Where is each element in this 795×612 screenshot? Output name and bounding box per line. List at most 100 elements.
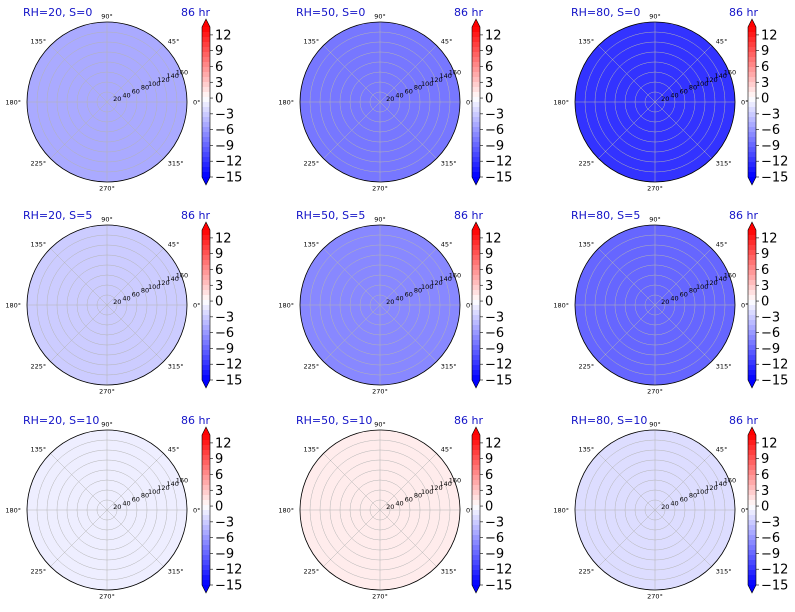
panel-time-label: 86 hr xyxy=(729,6,758,19)
colorbar-segment xyxy=(748,375,756,381)
colorbar-segment xyxy=(472,350,480,356)
colorbar-segment xyxy=(748,555,756,561)
colorbar-tick-label: −3 xyxy=(485,310,504,325)
radial-tick-label: 140 xyxy=(714,480,726,488)
colorbar-tick-label: 3 xyxy=(761,484,769,499)
colorbar-segment xyxy=(748,127,756,133)
colorbar-segment xyxy=(472,77,480,83)
angle-tick-label: 315° xyxy=(168,159,184,167)
radial-tick-label: 40 xyxy=(670,294,678,302)
colorbar-segment xyxy=(472,375,480,381)
angular-gridline xyxy=(50,101,108,159)
colorbar-segment xyxy=(202,240,210,246)
colorbar-segment xyxy=(748,540,756,546)
colorbar-segment xyxy=(472,315,480,321)
colorbar-segment xyxy=(472,505,480,511)
radial-tick-label: 60 xyxy=(132,291,140,299)
colorbar-extend-top xyxy=(472,19,480,27)
colorbar-segment xyxy=(748,455,756,461)
colorbar-segment xyxy=(748,32,756,38)
angle-tick-label: 315° xyxy=(441,567,457,575)
colorbar-tick-label: 9 xyxy=(485,247,493,262)
colorbar-segment xyxy=(202,152,210,158)
radial-tick-label: 160 xyxy=(176,271,188,279)
colorbar-tick-label: 3 xyxy=(215,279,223,294)
colorbar-tick-label: 3 xyxy=(761,76,769,91)
colorbar-segment xyxy=(748,435,756,441)
colorbar-segment xyxy=(202,360,210,366)
colorbar-segment xyxy=(748,355,756,361)
polar-boundary xyxy=(574,21,736,183)
angular-gridline xyxy=(323,304,381,362)
colorbar-segment xyxy=(202,265,210,271)
radial-tick-label: 160 xyxy=(724,476,736,484)
radial-tick-label: 20 xyxy=(386,95,394,103)
colorbar-segment xyxy=(202,285,210,291)
colorbar-tick-label: 12 xyxy=(215,28,232,43)
colorbar-segment xyxy=(472,62,480,68)
angular-gridline xyxy=(50,509,108,567)
angle-tick-label: 90° xyxy=(101,216,113,224)
radial-tick-label: 60 xyxy=(680,496,688,504)
colorbar-segment xyxy=(202,505,210,511)
angle-tick-label: 45° xyxy=(168,241,180,249)
colorbar-segment xyxy=(202,102,210,108)
colorbar-segment xyxy=(748,162,756,168)
angular-gridline xyxy=(654,101,712,159)
angle-tick-label: 315° xyxy=(716,567,732,575)
radial-tick-label: 60 xyxy=(132,88,140,96)
angular-gridline xyxy=(379,304,437,362)
colorbar-segment xyxy=(472,67,480,73)
angle-tick-label: 90° xyxy=(374,13,386,21)
colorbar-segment xyxy=(202,67,210,73)
colorbar-segment xyxy=(202,122,210,128)
colorbar-segment xyxy=(472,270,480,276)
colorbar-segment xyxy=(202,235,210,241)
panel-title: RH=20, S=5 xyxy=(23,209,92,222)
angular-gridline xyxy=(50,453,108,511)
colorbar-segment xyxy=(202,375,210,381)
colorbar-segment xyxy=(472,37,480,43)
colorbar-segment xyxy=(472,137,480,143)
radial-tick-label: 20 xyxy=(661,298,669,306)
radial-tick-label: 20 xyxy=(386,298,394,306)
angular-gridline xyxy=(323,248,381,306)
colorbar-segment xyxy=(748,72,756,78)
colorbar-segment xyxy=(202,77,210,83)
radial-tick-label: 20 xyxy=(661,95,669,103)
colorbar-tick-label: 9 xyxy=(485,452,493,467)
colorbar-tick-label: −15 xyxy=(215,579,242,594)
colorbar-tick-label: 6 xyxy=(215,263,223,278)
colorbar-segment xyxy=(202,320,210,326)
colorbar-extend-bottom xyxy=(472,177,480,185)
colorbar-segment xyxy=(472,535,480,541)
colorbar-segment xyxy=(472,250,480,256)
angle-tick-label: 180° xyxy=(278,99,294,107)
colorbar-segment xyxy=(202,132,210,138)
radial-tick-label: 100 xyxy=(696,488,708,496)
colorbar-segment xyxy=(472,290,480,296)
angle-tick-label: 135° xyxy=(304,446,320,454)
radial-tick-label: 100 xyxy=(148,80,160,88)
angle-tick-label: 135° xyxy=(579,241,595,249)
angle-tick-label: 0° xyxy=(466,302,473,310)
polar-boundary xyxy=(26,21,188,183)
colorbar-segment xyxy=(202,495,210,501)
angle-tick-label: 225° xyxy=(31,362,47,370)
colorbar-segment xyxy=(202,510,210,516)
panel-title: RH=80, S=10 xyxy=(571,414,647,427)
colorbar-segment xyxy=(202,535,210,541)
angle-tick-label: 270° xyxy=(99,388,115,396)
colorbar-segment xyxy=(472,495,480,501)
angle-tick-label: 180° xyxy=(5,99,21,107)
colorbar-segment xyxy=(472,340,480,346)
angle-tick-label: 0° xyxy=(466,99,473,107)
colorbar-tick-label: −15 xyxy=(485,374,512,389)
angle-tick-label: 225° xyxy=(579,567,595,575)
colorbar-segment xyxy=(748,335,756,341)
angular-gridline xyxy=(654,304,712,362)
angular-gridline xyxy=(598,101,656,159)
colorbar-tick-label: 0 xyxy=(215,500,223,515)
angle-tick-label: 180° xyxy=(5,302,21,310)
colorbar-segment xyxy=(748,77,756,83)
